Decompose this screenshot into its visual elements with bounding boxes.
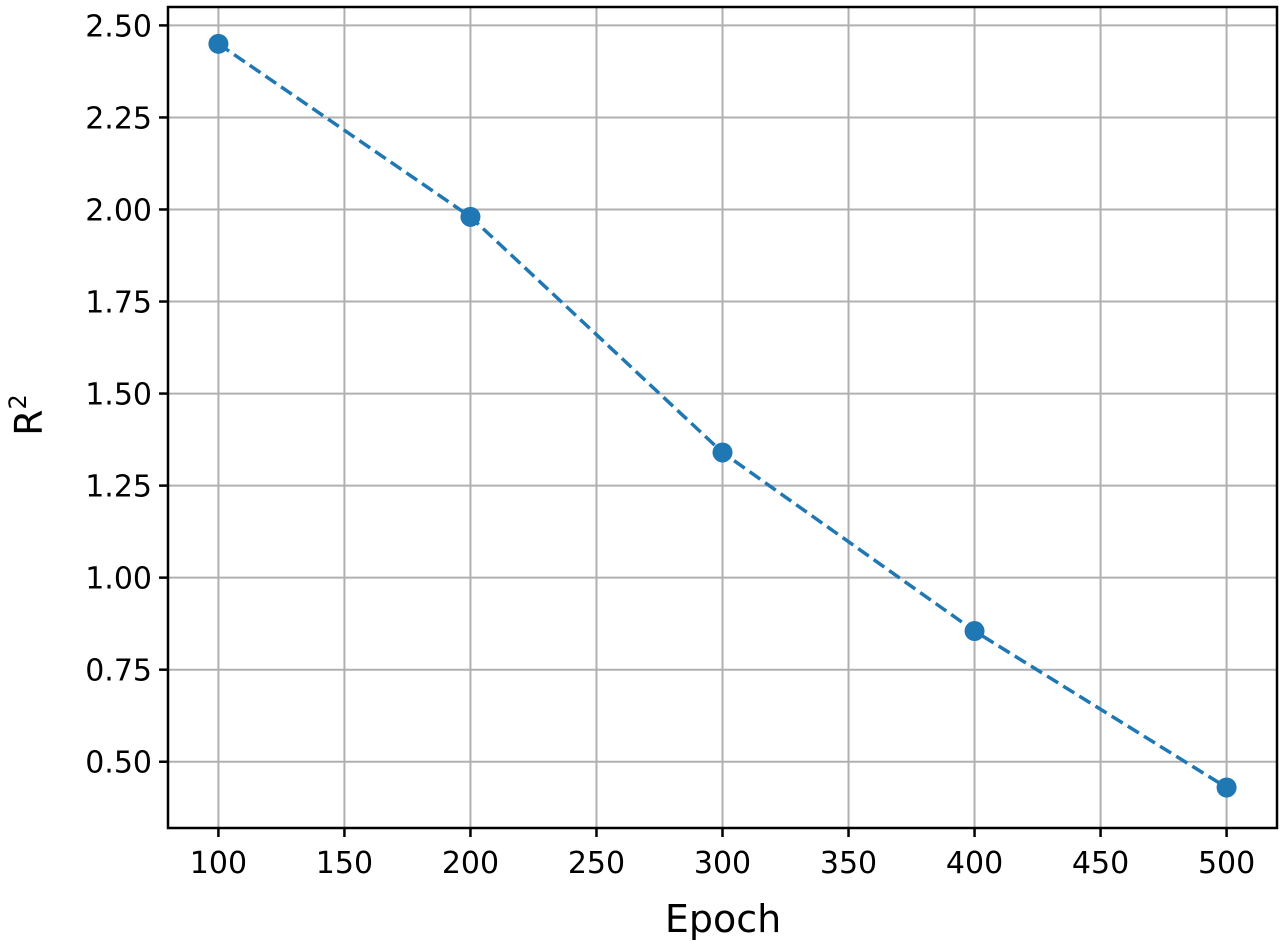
x-tick-label: 250	[568, 846, 625, 881]
y-tick-label: 2.25	[85, 101, 152, 136]
y-tick-label: 1.25	[85, 470, 152, 505]
y-axis-title-superscript: 2	[4, 394, 32, 409]
x-tick-label: 300	[694, 846, 751, 881]
x-tick-label: 350	[820, 846, 877, 881]
y-tick-label: 1.75	[85, 286, 152, 321]
data-point	[712, 442, 733, 463]
x-tick-label: 450	[1072, 846, 1129, 881]
y-tick-label: 2.50	[85, 9, 152, 44]
x-tick-label: 200	[442, 846, 499, 881]
x-tick-label: 150	[316, 846, 373, 881]
y-tick-label: 1.00	[85, 562, 152, 597]
x-tick-label: 500	[1198, 846, 1255, 881]
y-tick-label: 2.00	[85, 193, 152, 228]
x-axis-title: Epoch	[665, 897, 781, 941]
y-axis-title-base: R	[7, 409, 51, 435]
data-point	[964, 621, 985, 642]
x-axis-ticks: 100 150 200 250 300 350 400 450 500	[190, 828, 1255, 881]
series-marker-layer	[208, 33, 1237, 798]
data-point	[460, 206, 481, 227]
y-axis-title: R2	[4, 394, 51, 436]
data-point	[1216, 777, 1237, 798]
x-tick-label: 100	[190, 846, 247, 881]
y-tick-label: 0.50	[85, 746, 152, 781]
y-tick-label: 1.50	[85, 378, 152, 413]
x-tick-label: 400	[946, 846, 1003, 881]
y-axis-ticks: 0.50 0.75 1.00 1.25 1.50 1.75 2.00 2.25 2.50	[85, 9, 168, 781]
y-tick-label: 0.75	[85, 654, 152, 689]
gridlines	[168, 7, 1277, 828]
data-point	[208, 33, 229, 54]
